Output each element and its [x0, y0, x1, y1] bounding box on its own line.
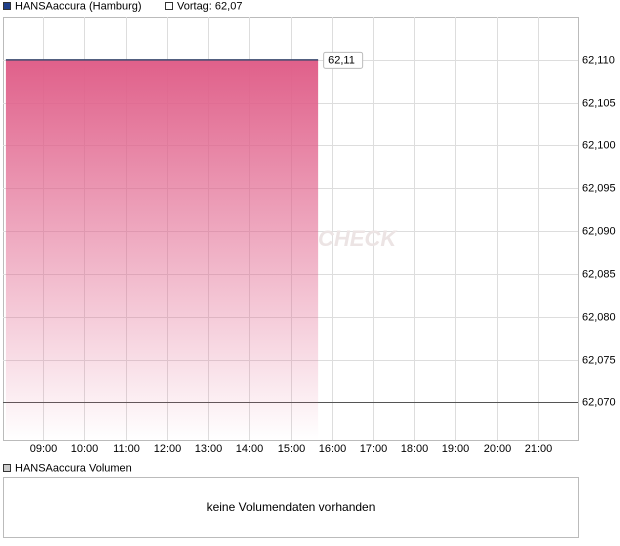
volume-message: keine Volumendaten vorhanden	[207, 500, 376, 514]
y-tick-label: 62,090	[582, 225, 616, 237]
y-tick-label: 62,080	[582, 311, 616, 323]
area	[5, 59, 319, 440]
volume-frame	[3, 477, 579, 538]
x-tick-label: 11:00	[113, 443, 140, 455]
y-tick-label: 62,105	[582, 97, 616, 109]
y-tick-label: 62,070	[582, 396, 616, 408]
x-tick-label: 19:00	[442, 443, 470, 455]
y-tick-label: 62,085	[582, 268, 616, 280]
x-tick-label: 12:00	[154, 443, 182, 455]
x-tick-label: 16:00	[319, 443, 347, 455]
x-tick-label: 17:00	[360, 443, 388, 455]
x-tick-label: 18:00	[401, 443, 429, 455]
y-tick-label: 62,095	[582, 182, 616, 194]
x-tick-label: 14:00	[236, 443, 264, 455]
volume-title: HANSAaccura Volumen	[15, 462, 132, 474]
watermark: CHECK	[318, 226, 398, 251]
y-tick-label: 62,110	[582, 54, 615, 66]
y-tick-label: 62,075	[582, 354, 616, 366]
x-tick-label: 21:00	[525, 443, 553, 455]
x-tick-label: 09:00	[30, 443, 58, 455]
value-label-box	[323, 51, 364, 69]
x-tick-label: 10:00	[71, 443, 99, 455]
x-tick-label: 15:00	[278, 443, 306, 455]
value-label: 62,11	[328, 55, 355, 67]
legend-swatch	[3, 464, 11, 472]
legend-label: HANSAaccura (Hamburg)	[15, 0, 142, 12]
x-tick-label: 13:00	[195, 443, 223, 455]
legend-swatch	[3, 2, 11, 10]
legend-swatch	[165, 2, 173, 10]
marks	[3, 59, 578, 440]
x-tick-label: 20:00	[484, 443, 512, 455]
legend-label: Vortag: 62,07	[177, 0, 242, 12]
y-tick-label: 62,100	[582, 139, 616, 151]
